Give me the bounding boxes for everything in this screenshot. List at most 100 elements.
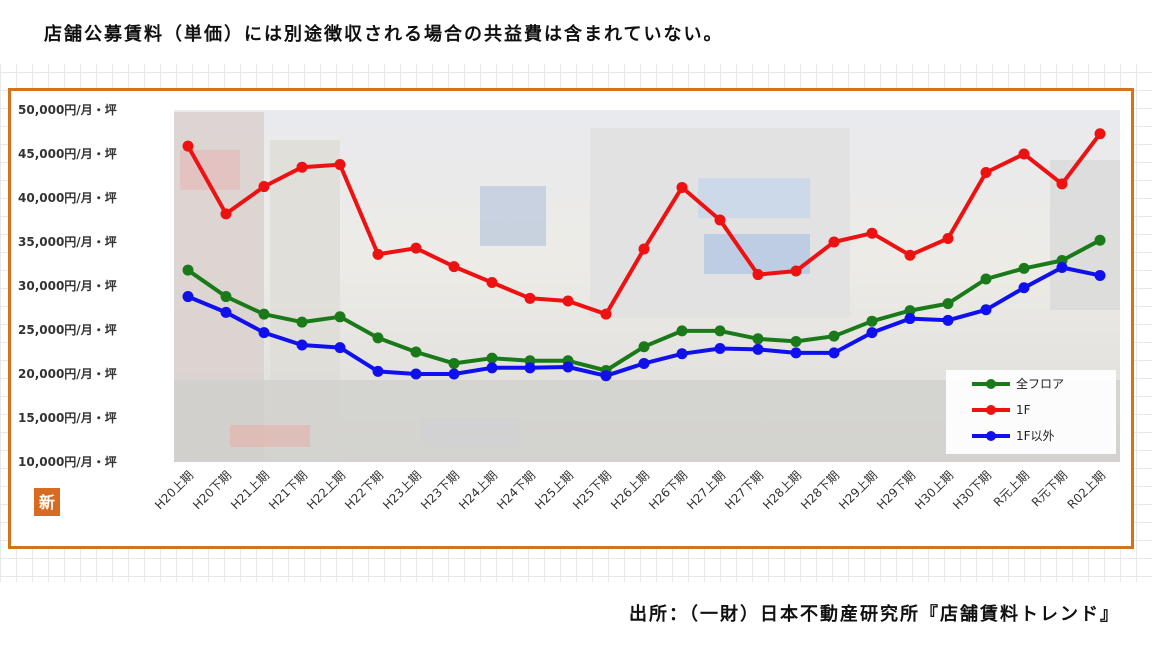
data-point (486, 352, 498, 364)
data-point (410, 242, 422, 254)
data-point (942, 232, 954, 244)
x-tick-label: R02上期 (1065, 468, 1109, 512)
x-tick-label: H24下期 (494, 468, 538, 512)
data-point (372, 248, 384, 260)
x-tick-label: H29上期 (836, 468, 880, 512)
data-point (182, 291, 194, 303)
x-tick-label: H22下期 (342, 468, 386, 512)
data-point (1094, 269, 1106, 281)
x-tick-label: H20上期 (152, 468, 196, 512)
data-point (410, 368, 422, 380)
data-point (220, 291, 232, 303)
data-point (752, 269, 764, 281)
data-point (562, 361, 574, 373)
data-point (676, 325, 688, 337)
data-point (448, 261, 460, 273)
y-tick-label: 50,000円/月・坪 (18, 103, 117, 117)
data-point (1018, 148, 1030, 160)
data-point (752, 343, 764, 355)
data-point (562, 295, 574, 307)
x-tick-label: H26上期 (608, 468, 652, 512)
data-point (1094, 128, 1106, 140)
data-point (334, 159, 346, 171)
data-point (448, 368, 460, 380)
data-point (258, 181, 270, 193)
y-tick-label: 40,000円/月・坪 (18, 191, 117, 205)
data-point (790, 265, 802, 277)
data-point (828, 236, 840, 248)
source-text: 出所：（一財）日本不動産研究所『店舗賃料トレンド』 (629, 604, 1120, 625)
data-point (980, 304, 992, 316)
logo-text: 新 (39, 493, 55, 512)
y-tick-label: 15,000円/月・坪 (18, 411, 117, 425)
data-point (334, 311, 346, 323)
data-point (600, 308, 612, 320)
data-point (904, 305, 916, 317)
data-point (334, 342, 346, 354)
data-point (676, 348, 688, 360)
data-point (866, 227, 878, 239)
legend-label: 1F以外 (1016, 429, 1055, 443)
x-tick-label: H22上期 (304, 468, 348, 512)
data-point (486, 276, 498, 288)
data-point (296, 316, 308, 328)
bottom-band (0, 582, 1152, 647)
data-point (638, 357, 650, 369)
data-point (372, 365, 384, 377)
x-tick-label: H25下期 (570, 468, 614, 512)
y-tick-label: 10,000円/月・坪 (18, 455, 117, 469)
y-tick-label: 25,000円/月・坪 (18, 323, 117, 337)
data-point (866, 327, 878, 339)
legend-label: 全フロア (1016, 376, 1064, 391)
data-point (258, 308, 270, 320)
data-point (600, 370, 612, 382)
data-point (1018, 262, 1030, 274)
data-point (790, 335, 802, 347)
x-tick-label: H23上期 (380, 468, 424, 512)
data-point (182, 264, 194, 276)
data-point (524, 292, 536, 304)
data-point (524, 362, 536, 374)
legend-marker (986, 379, 996, 389)
data-point (904, 313, 916, 325)
data-point (296, 339, 308, 351)
x-tick-label: H26下期 (646, 468, 690, 512)
data-point (638, 341, 650, 353)
y-tick-label: 45,000円/月・坪 (18, 147, 117, 161)
data-point (866, 315, 878, 327)
x-tick-label: H21下期 (266, 468, 310, 512)
x-tick-label: H20下期 (190, 468, 234, 512)
data-point (828, 347, 840, 359)
x-tick-label: H29下期 (874, 468, 918, 512)
data-point (980, 273, 992, 285)
data-point (372, 332, 384, 344)
data-point (676, 181, 688, 193)
data-point (296, 161, 308, 173)
x-tick-label: H27上期 (684, 468, 728, 512)
logo-badge: 新 (34, 488, 60, 516)
y-tick-label: 35,000円/月・坪 (18, 235, 117, 249)
data-point (1056, 178, 1068, 190)
x-tick-label: H23下期 (418, 468, 462, 512)
x-tick-label: H27下期 (722, 468, 766, 512)
x-tick-label: H28下期 (798, 468, 842, 512)
data-point (942, 314, 954, 326)
data-point (448, 357, 460, 369)
x-tick-label: H28上期 (760, 468, 804, 512)
data-point (220, 306, 232, 318)
data-point (1094, 234, 1106, 246)
x-tick-label: H25上期 (532, 468, 576, 512)
legend-label: 1F (1016, 403, 1031, 417)
data-point (714, 325, 726, 337)
data-point (752, 333, 764, 345)
data-point (714, 342, 726, 354)
y-tick-label: 30,000円/月・坪 (18, 279, 117, 293)
x-tick-label: H24上期 (456, 468, 500, 512)
data-point (220, 208, 232, 220)
data-point (904, 249, 916, 261)
note-text: 店舗公募賃料（単価）には別途徴収される場合の共益費は含まれていない。 (44, 24, 724, 45)
data-point (410, 346, 422, 358)
y-tick-label: 20,000円/月・坪 (18, 367, 117, 381)
legend-marker (986, 431, 996, 441)
